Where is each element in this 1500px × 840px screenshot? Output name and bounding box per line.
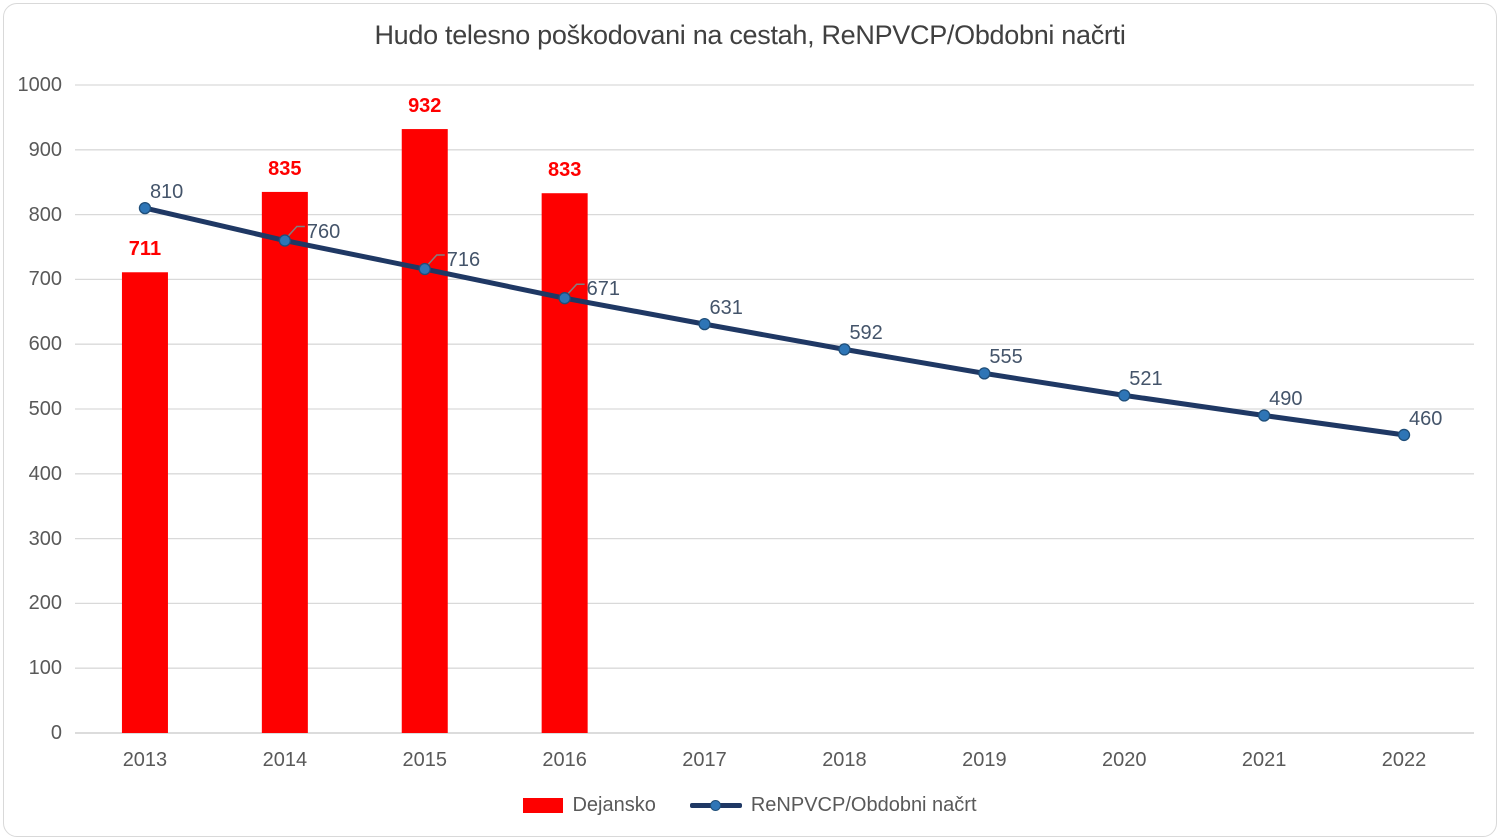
line-marker-2018 <box>838 343 851 356</box>
legend-label-renpvcp: ReNPVCP/Obdobni načrt <box>750 793 977 816</box>
legend-bar-swatch-icon <box>523 797 564 813</box>
legend-line-swatch-icon <box>689 798 742 813</box>
leader-line-2015 <box>426 254 445 267</box>
line-marker-2016 <box>558 292 571 305</box>
line-marker-2021 <box>1258 409 1271 422</box>
line-marker-2020 <box>1118 389 1131 402</box>
line-marker-2017 <box>698 317 711 331</box>
line-series <box>142 205 1407 438</box>
leader-line-2014 <box>286 225 305 239</box>
line-marker-2013 <box>138 201 152 215</box>
legend-label-dejansko: Dejansko <box>572 793 656 816</box>
bar-2015 <box>401 129 448 734</box>
line-marker-2015 <box>418 262 431 276</box>
bar-2016 <box>541 193 588 733</box>
bar-2014 <box>261 191 308 734</box>
legend-item-dejansko: Dejansko <box>523 793 656 817</box>
leader-line-2016 <box>566 283 585 296</box>
line-marker-2022 <box>1397 428 1411 442</box>
bar-2013 <box>121 272 168 733</box>
line-marker-2014 <box>278 234 292 247</box>
chart-title: Hudo telesno poškodovani na cestah, ReNP… <box>374 20 1126 50</box>
legend-item-renpvcp: ReNPVCP/Obdobni načrt <box>689 793 977 817</box>
legend: Dejansko ReNPVCP/Obdobni načrt <box>0 790 1500 820</box>
line-marker-2019 <box>978 367 991 380</box>
